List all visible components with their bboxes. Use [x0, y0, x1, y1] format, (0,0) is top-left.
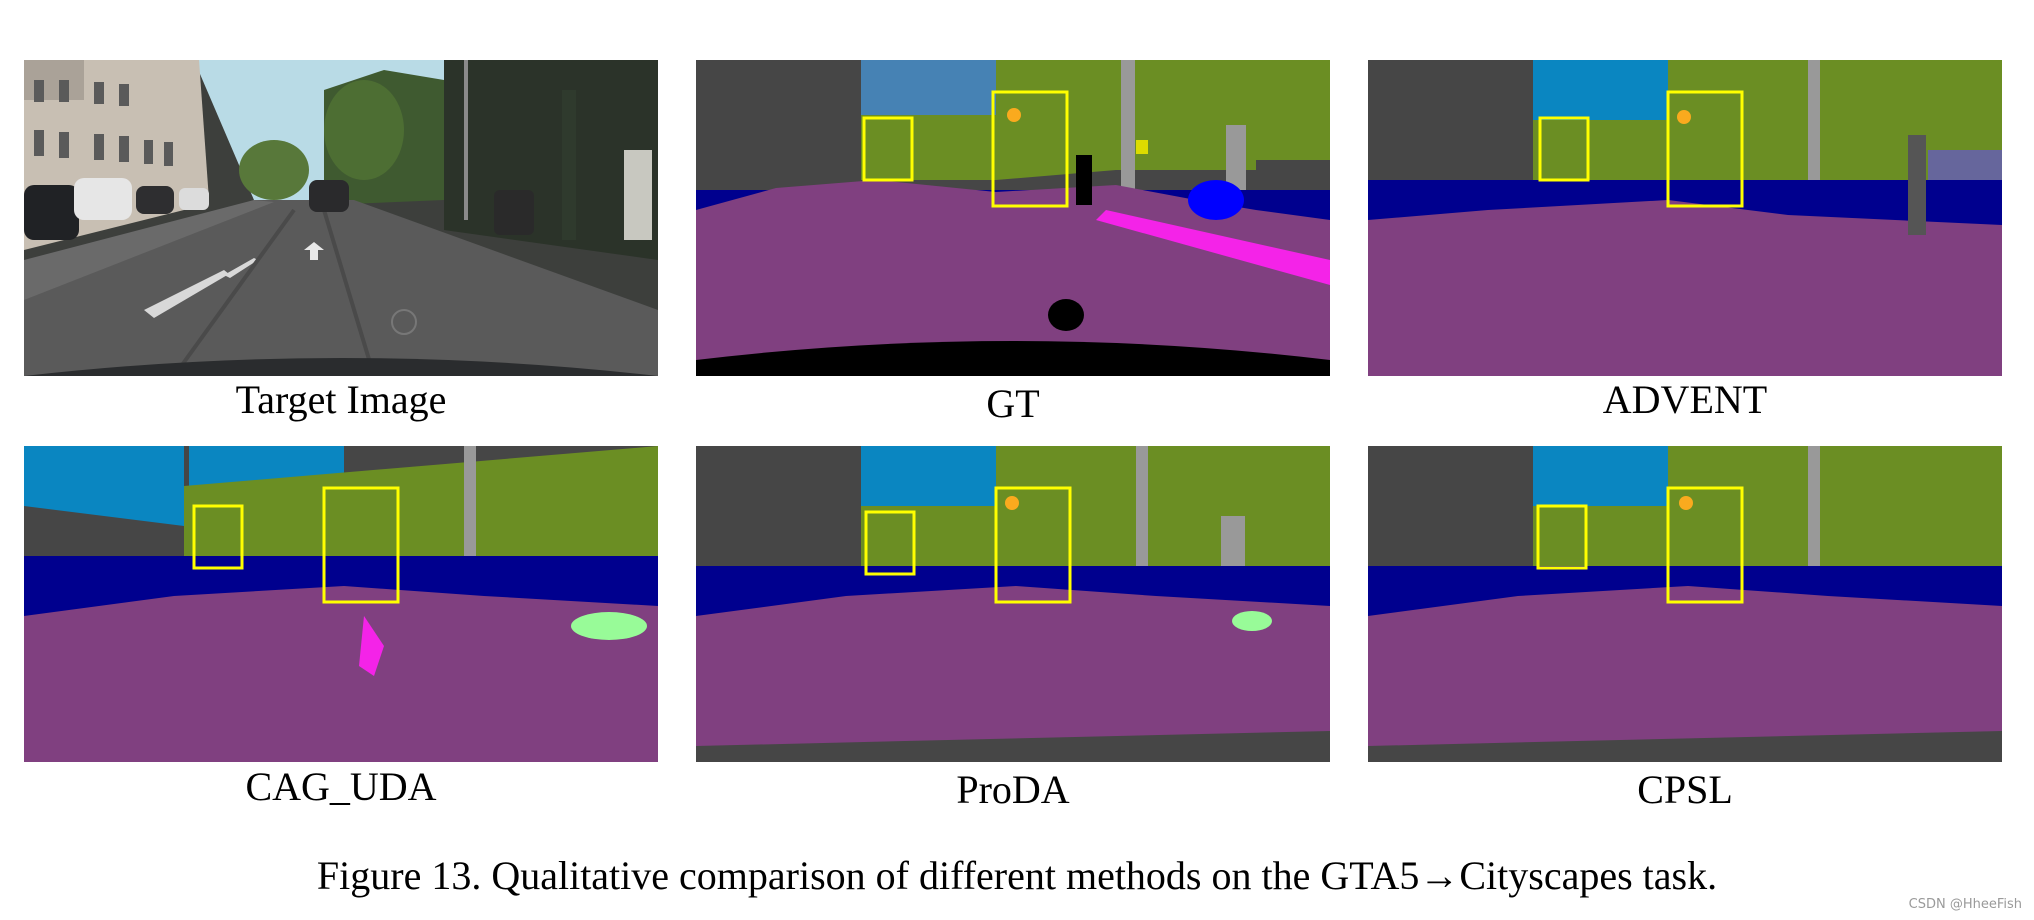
- advent-panel: [1368, 60, 2002, 376]
- cpsl-segmentation-map: [1368, 446, 2002, 762]
- caption-proda: ProDA: [956, 767, 1070, 812]
- proda-panel: [696, 446, 1330, 762]
- figure-caption: Figure 13. Qualitative comparison of dif…: [316, 853, 1718, 898]
- target-image-panel: [24, 60, 658, 376]
- caption-advent: ADVENT: [1602, 377, 1768, 422]
- caption-target-image: Target Image: [235, 377, 447, 422]
- caption-gt: GT: [986, 381, 1040, 426]
- proda-segmentation-map: [696, 446, 1330, 762]
- caption-cag-uda: CAG_UDA: [245, 764, 437, 809]
- advent-segmentation-map: [1368, 60, 2002, 376]
- cpsl-panel: [1368, 446, 2002, 762]
- watermark: CSDN @HheeFish: [1908, 897, 2022, 912]
- gt-segmentation-map: [696, 60, 1330, 376]
- caption-cpsl: CPSL: [1637, 767, 1733, 812]
- cag-uda-panel: [24, 446, 658, 762]
- gt-panel: [696, 60, 1330, 376]
- cag-uda-segmentation-map: [24, 446, 658, 762]
- target-image-photo: [24, 60, 658, 376]
